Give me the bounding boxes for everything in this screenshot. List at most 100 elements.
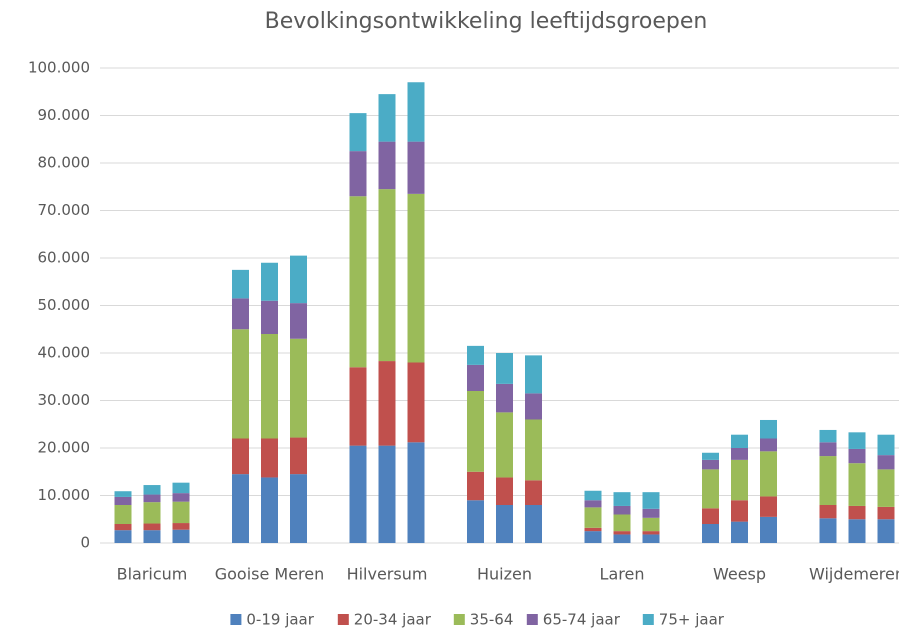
bar-segment	[232, 269, 249, 299]
y-tick-label: 60.000	[38, 249, 91, 267]
legend-swatch	[337, 614, 349, 625]
bar-segment	[702, 459, 719, 470]
bar-segment	[613, 534, 631, 543]
y-tick-label: 100.000	[28, 59, 90, 77]
bar-segment	[143, 530, 161, 543]
y-tick-label: 30.000	[38, 391, 91, 409]
legend-label: 20-34 jaar	[354, 611, 432, 629]
bar-segment	[525, 419, 542, 481]
legend-swatch	[453, 614, 465, 625]
bar-segment	[642, 531, 660, 535]
bar-segment	[261, 477, 278, 543]
bar-segment	[819, 505, 837, 519]
bar-segment	[584, 490, 602, 501]
bar-segment	[172, 529, 190, 543]
y-tick-label: 20.000	[38, 439, 91, 457]
bar-segment	[378, 361, 396, 446]
bar-segment	[290, 255, 307, 304]
bar-segment	[143, 494, 161, 503]
bar-segment	[877, 519, 895, 543]
y-tick-label: 50.000	[38, 296, 91, 314]
bar-segment	[584, 527, 602, 532]
bar-segment	[143, 502, 161, 524]
legend-swatch	[642, 614, 654, 625]
bar-segment	[114, 524, 132, 531]
bar-segment	[467, 345, 484, 365]
bar-segment	[290, 303, 307, 339]
bar-segment	[172, 523, 190, 530]
y-tick-label: 40.000	[38, 344, 91, 362]
bar-segment	[378, 445, 396, 543]
bar-segment	[261, 334, 278, 439]
bar-segment	[702, 469, 719, 509]
bar-segment	[349, 151, 367, 197]
bar-segment	[525, 505, 542, 543]
bar-segment	[261, 438, 278, 478]
y-tick-label: 70.000	[38, 201, 91, 219]
bar-segment	[702, 452, 719, 460]
y-tick-label: 0	[80, 534, 90, 552]
bar-segment	[407, 362, 425, 443]
bar-segment	[819, 442, 837, 457]
bar-segment	[731, 459, 748, 501]
y-tick-label: 90.000	[38, 106, 91, 124]
bar-segment	[349, 113, 367, 152]
bar-segment	[172, 493, 190, 502]
bar-segment	[467, 391, 484, 472]
bar-segment	[407, 82, 425, 142]
bar-segment	[642, 517, 660, 532]
bar-segment	[702, 524, 719, 543]
bar-segment	[819, 518, 837, 543]
bar-segment	[407, 442, 425, 543]
bar-segment	[760, 496, 777, 517]
bar-segment	[290, 437, 307, 475]
bar-segment	[261, 300, 278, 334]
x-tick-label: Weesp	[713, 565, 766, 584]
bar-segment	[290, 338, 307, 438]
bar-segment	[525, 355, 542, 394]
bar-segment	[143, 523, 161, 531]
bar-segment	[760, 438, 777, 452]
bar-segment	[702, 508, 719, 524]
bar-segment	[848, 505, 866, 520]
bar-segment	[877, 506, 895, 520]
x-tick-label: Laren	[600, 565, 645, 584]
bar-segment	[525, 393, 542, 420]
bar-segment	[760, 419, 777, 439]
bar-segment	[731, 500, 748, 522]
bar-segment	[848, 519, 866, 543]
bar-segment	[232, 329, 249, 439]
bar-segment	[496, 412, 513, 478]
bar-segment	[848, 448, 866, 464]
bar-segment	[114, 496, 132, 505]
bar-segment	[584, 500, 602, 508]
bar-segment	[467, 500, 484, 543]
bar-segment	[114, 505, 132, 524]
bar-segment	[613, 531, 631, 535]
bar-segment	[232, 438, 249, 475]
bar-segment	[407, 193, 425, 363]
bar-segment	[819, 456, 837, 505]
bar-segment	[613, 514, 631, 532]
bar-segment	[496, 353, 513, 384]
bar-segment	[760, 516, 777, 543]
bar-segment	[848, 432, 866, 449]
x-tick-label: Gooise Meren	[215, 565, 325, 584]
bar-segment	[261, 262, 278, 301]
bar-segment	[407, 141, 425, 194]
bar-segment	[172, 482, 190, 494]
bar-segment	[290, 474, 307, 543]
y-tick-label: 10.000	[38, 486, 91, 504]
bar-segment	[467, 364, 484, 391]
bar-segment	[496, 477, 513, 505]
bar-segment	[760, 451, 777, 497]
chart-title: Bevolkingsontwikkeling leeftijdsgroepen	[265, 9, 708, 34]
legend-swatch	[526, 614, 538, 625]
bar-segment	[349, 445, 367, 543]
bar-segment	[143, 485, 161, 495]
bar-segment	[731, 448, 748, 460]
bar-segment	[731, 521, 748, 543]
bar-segment	[642, 534, 660, 543]
legend-label: 0-19 jaar	[246, 611, 314, 629]
